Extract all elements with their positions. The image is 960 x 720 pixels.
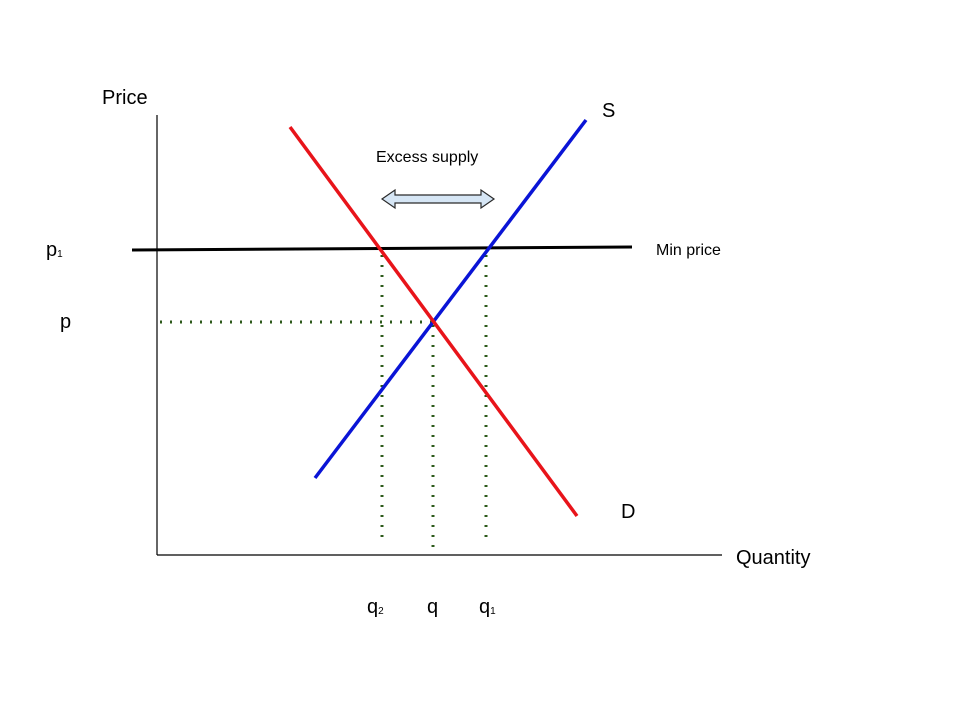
- demand-curve: [288, 125, 579, 518]
- q-label: q: [427, 596, 438, 618]
- p1-label: p1: [46, 239, 63, 261]
- p-label: p: [60, 311, 71, 333]
- supply-curve: [313, 118, 588, 480]
- q1-label: q1: [479, 596, 496, 618]
- x-axis-label: Quantity: [736, 547, 810, 569]
- demand-label: D: [621, 501, 635, 523]
- min-price-line: [131, 245, 633, 252]
- supply-label: S: [602, 100, 615, 122]
- guide-lines: [160, 255, 488, 555]
- min-price-label: Min price: [656, 242, 721, 259]
- y-axis-label: Price: [102, 87, 148, 109]
- excess-supply-arrow: [380, 188, 496, 210]
- q2-label: q2: [367, 596, 384, 618]
- excess-supply-label: Excess supply: [376, 149, 478, 166]
